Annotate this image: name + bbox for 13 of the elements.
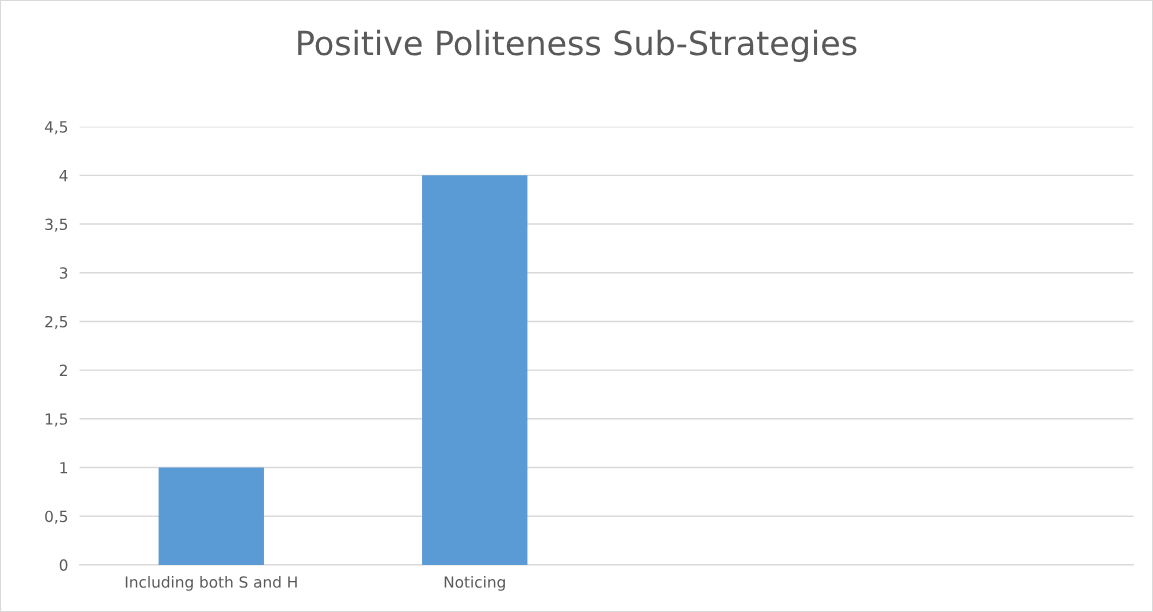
x-tick-label: Noticing (444, 575, 505, 591)
y-tick-label: 3 (59, 267, 68, 279)
x-tick-label: Including both S and H (125, 575, 297, 591)
chart-title: Positive Politeness Sub-Strategies (298, 29, 857, 63)
y-tick-label: 2,5 (45, 315, 68, 330)
y-tick-label: 4 (59, 170, 68, 182)
y-tick-label: 4,5 (44, 121, 68, 135)
y-tick-label: 1,5 (45, 413, 68, 427)
y-tick-label: 3,5 (45, 218, 68, 232)
y-tick-label: 2 (59, 364, 67, 376)
y-tick-label: 1 (60, 462, 68, 474)
y-tick-label: 0 (59, 559, 68, 571)
y-tick-label: 0,5 (45, 510, 68, 524)
